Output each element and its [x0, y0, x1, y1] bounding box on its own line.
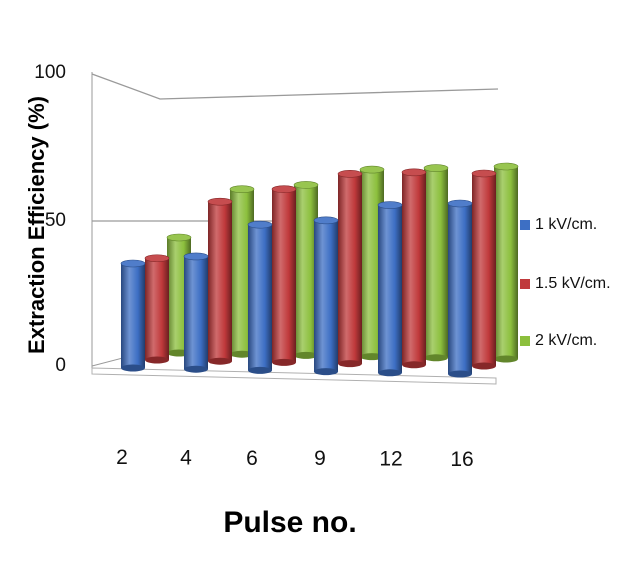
bar	[447, 199, 473, 378]
y-tick-label: 50	[45, 210, 66, 231]
x-tick-labels: 2 4 6 9 12 16	[116, 446, 474, 471]
x-axis-label: Pulse no.	[223, 506, 356, 539]
bars-layer	[120, 162, 519, 378]
legend: 1 kV/cm. 1.5 kV/cm. 2 kV/cm.	[520, 216, 611, 349]
x-tick-label: 4	[180, 446, 192, 469]
y-tick-label: 0	[55, 355, 66, 376]
legend-swatch	[520, 336, 530, 346]
y-axis-label: Extraction Efficiency (%)	[24, 96, 49, 354]
legend-label: 1 kV/cm.	[535, 216, 597, 233]
x-tick-label: 6	[246, 447, 258, 470]
legend-swatch	[520, 220, 530, 230]
legend-label: 1.5 kV/cm.	[535, 275, 611, 292]
legend-item: 2 kV/cm.	[520, 332, 597, 349]
bar	[183, 252, 209, 373]
bar	[337, 170, 363, 368]
legend-item: 1 kV/cm.	[520, 216, 597, 233]
x-tick-label: 12	[379, 448, 402, 471]
y-tick-labels: 0 50 100	[34, 62, 66, 376]
x-tick-label: 16	[450, 448, 473, 471]
bar	[271, 185, 297, 366]
bar	[471, 169, 497, 370]
bar	[493, 162, 519, 363]
bar	[377, 201, 403, 377]
bar	[401, 168, 427, 369]
legend-label: 2 kV/cm.	[535, 332, 597, 349]
legend-item: 1.5 kV/cm.	[520, 275, 611, 292]
x-tick-label: 2	[116, 446, 128, 469]
bar	[120, 259, 146, 372]
bar	[247, 220, 273, 374]
x-tick-label: 9	[314, 447, 326, 470]
bar	[423, 164, 449, 362]
bar	[144, 254, 170, 364]
legend-swatch	[520, 279, 530, 289]
y-tick-label: 100	[34, 62, 66, 83]
bar	[313, 216, 339, 376]
bar	[207, 197, 233, 365]
